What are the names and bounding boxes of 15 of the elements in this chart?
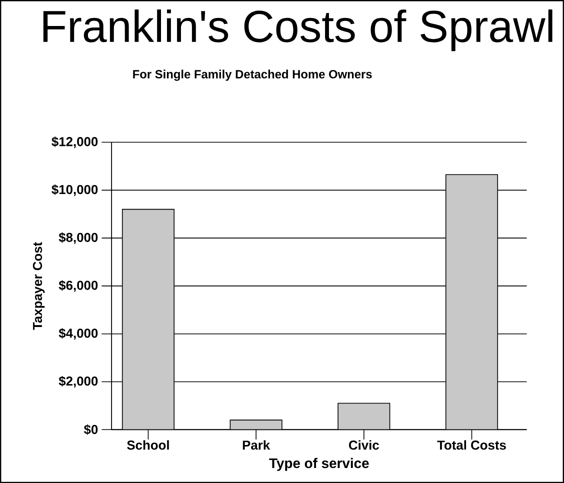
y-tick-label: $10,000 xyxy=(52,184,98,196)
chart-subtitle: For Single Family Detached Home Owners xyxy=(133,70,372,81)
x-tick-label: Total Costs xyxy=(437,440,506,450)
x-tick-label: School xyxy=(127,440,169,450)
y-tick-label: $2,000 xyxy=(58,376,98,388)
y-tick-label: $0 xyxy=(84,424,98,435)
x-tick-label: Civic xyxy=(348,440,379,450)
y-tick-label: $6,000 xyxy=(58,280,98,292)
y-axis-title: Taxpayer Cost xyxy=(32,242,45,330)
y-tick-label: $8,000 xyxy=(58,232,98,244)
x-tick-label: Park xyxy=(242,440,270,450)
y-tick-label: $12,000 xyxy=(52,136,98,148)
x-axis-title: Type of service xyxy=(269,458,369,471)
chart-title: Franklin's Costs of Sprawl xyxy=(43,9,552,52)
y-tick-label: $4,000 xyxy=(58,328,98,340)
